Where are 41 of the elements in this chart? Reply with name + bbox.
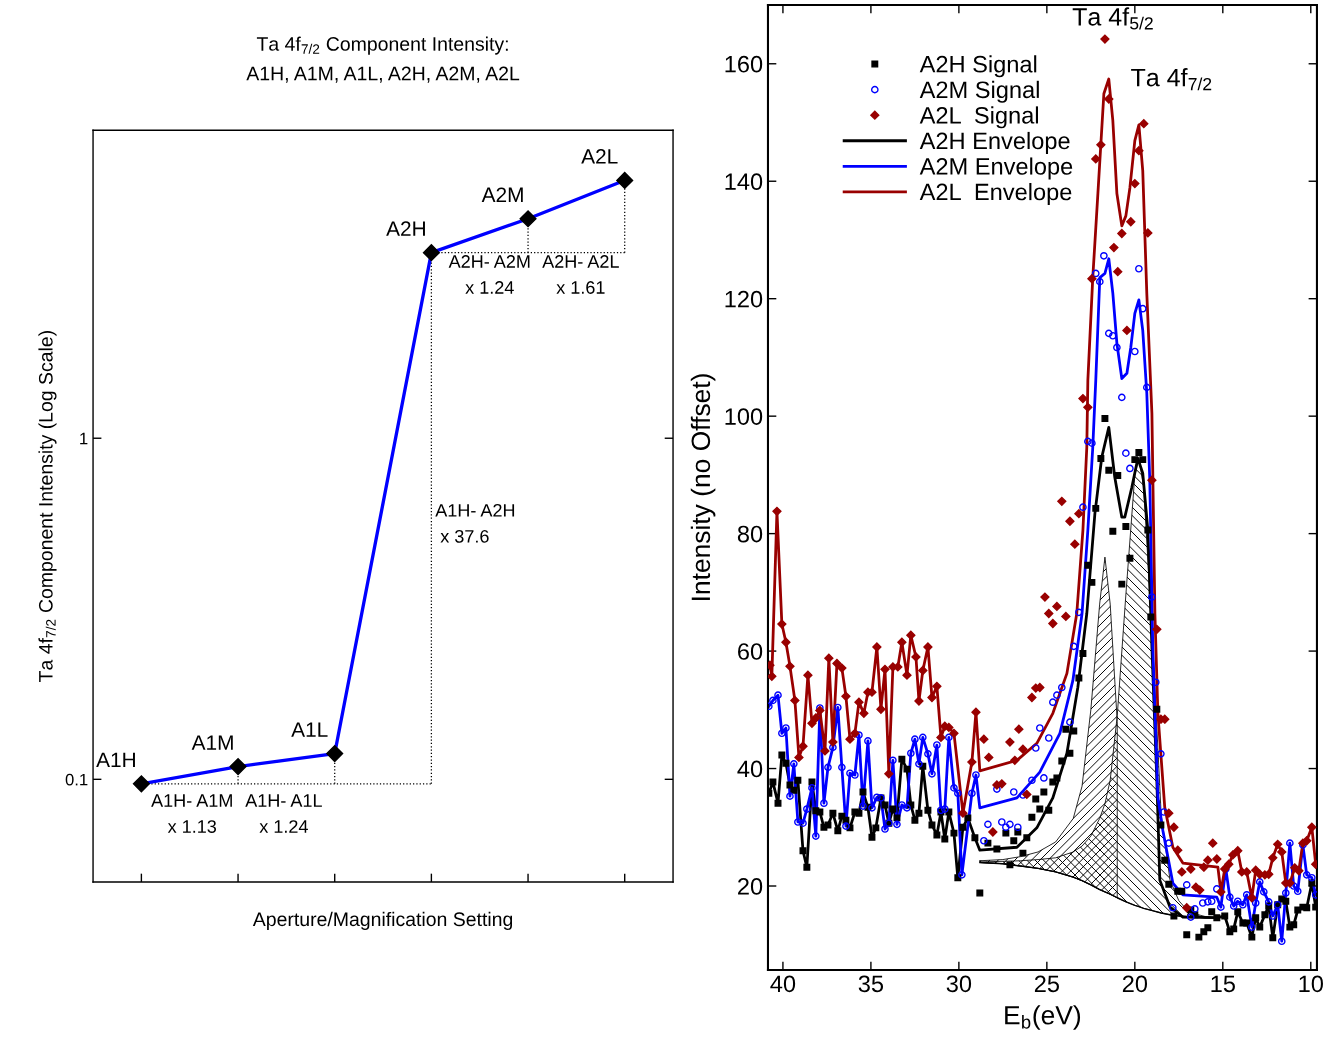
y-tick-label: 1 [80, 432, 88, 445]
legend-label: A2M Signal [919, 80, 1039, 103]
x-tick-label: A2M [481, 187, 523, 202]
chart-title: Ta 4f$_{7/2}$ Component Intensity: A1H, A1M, A1L, A2H, A2M, A2L [246, 36, 520, 83]
x-tick-label: 15 [1211, 975, 1235, 993]
x-axis-title: Aperture/Magnification Setting [252, 911, 513, 930]
legend-label: A2L Envelope [919, 183, 1072, 206]
annotation: Ta 4f$_{5/2}$ [1072, 7, 1153, 30]
x-tick-label: 10 [1299, 975, 1323, 993]
x-tick-label: 30 [946, 975, 972, 993]
annotation: A2H- A2M x 1.24 [448, 255, 530, 294]
legend-label: A2M Envelope [919, 157, 1073, 180]
annotation: A1H- A1M x 1.13 [151, 794, 232, 833]
annotation: A1H- A2H x 37.6 [435, 503, 515, 543]
legend-label: A2H Envelope [919, 131, 1070, 154]
x-tick-label: A2L [581, 149, 618, 164]
x-tick-label: 40 [770, 975, 796, 993]
y-axis-title: Intensity (no Offset) [690, 374, 716, 600]
y-tick-label: 40 [737, 760, 763, 778]
x-tick-label: A1M [191, 735, 233, 750]
x-tick-label: 35 [858, 975, 884, 993]
y-tick-label: 80 [737, 525, 763, 543]
x-tick-label: A2H [386, 221, 425, 236]
legend-label: A2H Signal [919, 55, 1037, 78]
y-tick-label: 100 [725, 408, 763, 425]
x-axis-title: E$_{b}$(eV) [1005, 1005, 1081, 1030]
x-tick-label: 25 [1034, 975, 1059, 993]
y-axis-title: Ta 4f$_{7/2}$ Component Intensity (Log Scale) [38, 331, 57, 682]
annotation: A1H- A1L x 1.24 [245, 794, 322, 833]
y-tick-label: 60 [738, 643, 763, 660]
x-tick-label: A1H [96, 752, 135, 768]
annotation: Ta 4f$_{7/2}$ [1131, 68, 1212, 91]
x-tick-label: 20 [1122, 975, 1148, 993]
y-tick-label: 160 [725, 55, 763, 73]
legend-label: A2L Signal [919, 106, 1038, 129]
y-tick-label: 140 [725, 173, 763, 191]
y-tick-label: 0.1 [65, 773, 88, 786]
x-tick-label: A1L [291, 722, 328, 737]
y-tick-label: 120 [725, 290, 763, 308]
y-tick-label: 20 [738, 878, 763, 895]
annotation: A2H- A2L x 1.61 [542, 255, 619, 294]
